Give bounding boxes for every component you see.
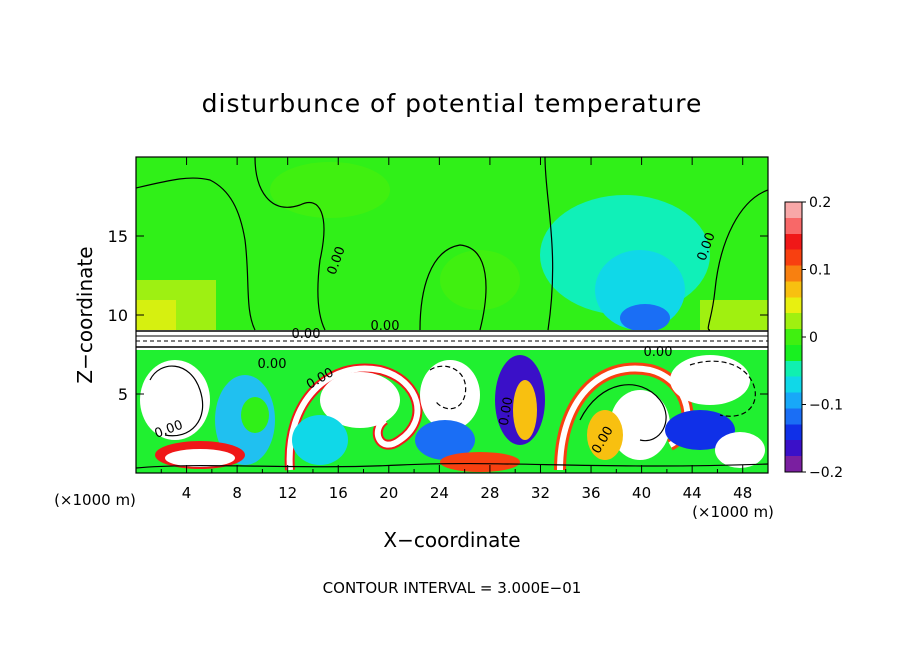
upper-right-warm-band [700, 300, 768, 330]
colorbar-tick-label: 0.2 [809, 195, 831, 211]
colorbar-tick-label: 0.1 [809, 263, 831, 279]
lower-eddies [140, 355, 765, 472]
upper-light-patch-2 [440, 250, 520, 310]
colorbar-tick-label: 0 [809, 330, 818, 346]
contour-interval-note: CONTOUR INTERVAL = 3.000E−01 [323, 579, 582, 597]
x-tick-label: 44 [683, 484, 702, 502]
x-tick-label: 48 [733, 484, 752, 502]
contour-label: 0.00 [497, 396, 517, 427]
x-tick-label: 20 [379, 484, 398, 502]
x-tick-label: 28 [480, 484, 499, 502]
colorbar-ticks: 0.2 0.1 0 −0.1 −0.2 [802, 195, 843, 481]
inversion-band [136, 330, 768, 350]
upper-cool-anomaly-deep [620, 304, 670, 332]
x-axis-label: X−coordinate [383, 528, 520, 552]
plot-area: 0.00 0.000.000.000.000.000.000.000.000.00 [136, 157, 768, 473]
y-axis-label: Z−coordinate [73, 246, 97, 383]
contour-label: 0.00 [258, 357, 287, 372]
colorbar: 0.2 0.1 0 −0.1 −0.2 [784, 195, 843, 481]
x-tick-label: 8 [232, 484, 242, 502]
colorbar-tick-label: −0.1 [809, 398, 843, 414]
contour-label: 0.00 [292, 327, 321, 342]
y-tick-label: 15 [108, 227, 128, 246]
colorbar-tick-label: −0.2 [809, 465, 843, 481]
y-tick-label: 10 [108, 306, 128, 325]
chart-title: disturbunce of potential temperature [202, 89, 703, 118]
x-axis-unit-left: (×1000 m) [54, 491, 136, 509]
x-tick-label: 36 [581, 484, 600, 502]
colorbar-swatch [784, 201, 803, 473]
x-tick-label: 40 [632, 484, 651, 502]
x-axis-ticks: 4 8 12 16 20 24 28 32 36 40 44 48 [160, 157, 752, 502]
x-tick-label: 16 [329, 484, 348, 502]
y-axis-ticks: 5 10 15 [108, 227, 768, 404]
contour-label: 0.00 [371, 319, 400, 334]
x-tick-label: 32 [531, 484, 550, 502]
y-tick-label: 5 [118, 385, 128, 404]
upper-light-patch [270, 162, 390, 218]
x-tick-label: 24 [430, 484, 449, 502]
contour-lines [136, 157, 768, 469]
contour-label: 0.00 [644, 345, 673, 360]
x-tick-label: 12 [278, 484, 297, 502]
x-tick-label: 4 [182, 484, 192, 502]
x-axis-unit-right: (×1000 m) [692, 503, 774, 521]
